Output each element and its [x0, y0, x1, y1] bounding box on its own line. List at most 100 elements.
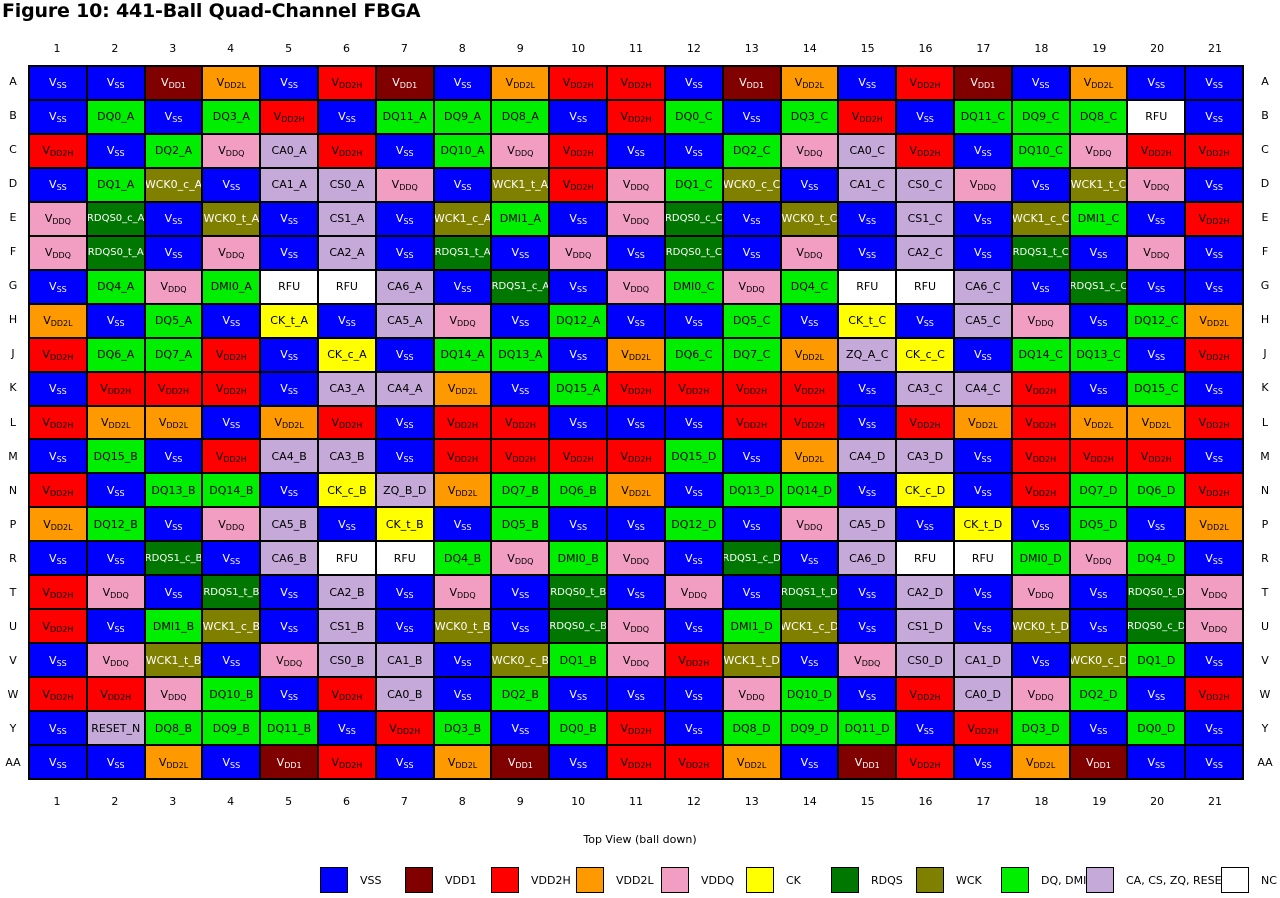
row-label-right: C — [1261, 143, 1269, 157]
ball-cell: V SS — [1011, 66, 1070, 100]
ball-cell: V DD2L — [260, 405, 319, 440]
column-label-bottom: 7 — [400, 795, 408, 808]
column-label-top: 4 — [227, 42, 235, 55]
ball-cell: DQ2_C — [722, 133, 781, 168]
row-label-left: U — [8, 619, 18, 633]
legend-item: VDD1 — [405, 866, 476, 894]
ball-cell: V DD2L — [433, 745, 492, 779]
row-label-right: B — [1261, 109, 1269, 123]
ball-cell: V DDQ — [838, 643, 897, 678]
ball-cell: V SS — [1127, 337, 1186, 372]
ball-cell: DQ10_B — [202, 677, 261, 712]
ball-cell: V DD2H — [1185, 473, 1243, 508]
ball-cell: V SS — [1069, 609, 1128, 644]
ball-cell: DMI1_D — [722, 609, 781, 644]
legend-item: CK — [746, 866, 801, 894]
ball-cell: V DD2H — [896, 745, 954, 779]
ball-cell: V DD2H — [607, 371, 665, 406]
legend-label: VSS — [360, 873, 382, 887]
ball-cell: V DD2L — [202, 66, 261, 100]
ball-cell: V SS — [549, 677, 608, 712]
ball-cell: V DD2L — [780, 439, 839, 474]
ball-cell: V DD1 — [491, 745, 550, 779]
ball-cell: DQ4_A — [86, 269, 145, 304]
ball-cell: DQ10_A — [433, 133, 492, 168]
ball-cell: V DD2L — [1069, 66, 1128, 100]
ball-cell: DQ14_C — [1011, 337, 1070, 372]
ball-cell: V DD2H — [1069, 439, 1128, 474]
ball-cell: V DDQ — [202, 235, 261, 270]
ball-cell: CA4_B — [260, 439, 319, 474]
ball-cell: V DD2H — [549, 66, 608, 100]
column-label-bottom: 21 — [1208, 795, 1223, 808]
ball-cell: V DD2H — [607, 99, 665, 134]
ball-cell: V SS — [780, 167, 839, 202]
ball-cell: DQ1_A — [86, 167, 145, 202]
ball-cell: V SS — [664, 473, 723, 508]
ball-cell: V SS — [549, 507, 608, 542]
ball-cell: V DDQ — [664, 575, 723, 610]
ball-cell: CA5_A — [375, 303, 434, 338]
ball-cell: CS0_D — [896, 643, 954, 678]
column-label-bottom: 20 — [1150, 795, 1165, 808]
ball-cell: V DD2H — [29, 405, 87, 440]
row-label-left: R — [9, 551, 17, 565]
row-label-right: G — [1260, 279, 1270, 293]
ball-cell: CA3_B — [318, 439, 376, 474]
ball-cell: WCK0_t_A — [202, 201, 261, 236]
ball-cell: DMI0_C — [664, 269, 723, 304]
ball-cell: V SS — [318, 303, 376, 338]
ball-cell: V SS — [549, 269, 608, 304]
column-label-top: 5 — [285, 42, 293, 55]
ball-cell: DQ14_B — [202, 473, 261, 508]
legend-swatch — [320, 867, 348, 893]
ball-cell: DQ7_B — [491, 473, 550, 508]
legend-item: VSS — [320, 866, 382, 894]
ball-cell: V SS — [29, 99, 87, 134]
ball-cell: V SS — [1011, 269, 1070, 304]
ball-cell: DQ12_B — [86, 507, 145, 542]
ball-cell: V DD2H — [318, 677, 376, 712]
ball-cell: RFU — [318, 541, 376, 576]
ball-cell: V DD2H — [1185, 405, 1243, 440]
ball-cell: DQ6_C — [664, 337, 723, 372]
ball-cell: V DDQ — [202, 507, 261, 542]
row-label-left: L — [9, 415, 17, 429]
ball-cell: DMI1_A — [491, 201, 550, 236]
ball-cell: RDQS0_t_B — [549, 575, 608, 610]
ball-cell: V DDQ — [607, 167, 665, 202]
row-label-right: J — [1263, 347, 1267, 361]
ball-cell: V SS — [433, 643, 492, 678]
ball-cell: RFU — [896, 541, 954, 576]
column-label-top: 20 — [1150, 42, 1165, 55]
row-label-left: Y — [9, 721, 17, 735]
ball-cell: DQ1_C — [664, 167, 723, 202]
ball-cell: V DD1 — [953, 66, 1012, 100]
ball-cell: V SS — [202, 303, 261, 338]
ball-cell: V DDQ — [1185, 609, 1243, 644]
ball-cell: V SS — [664, 133, 723, 168]
ball-cell: WCK1_c_A — [433, 201, 492, 236]
ball-cell: V DD2H — [1185, 133, 1243, 168]
column-label-bottom: 8 — [458, 795, 466, 808]
ball-cell: CS1_D — [896, 609, 954, 644]
ball-cell: V SS — [1185, 269, 1243, 304]
ball-cell: V DD2H — [86, 371, 145, 406]
ball-cell: CK_c_C — [896, 337, 954, 372]
legend-swatch — [916, 867, 944, 893]
ball-cell: V SS — [433, 269, 492, 304]
ball-cell: CA1_D — [953, 643, 1012, 678]
ball-cell: V DD2H — [1011, 439, 1070, 474]
ball-cell: V DD2L — [433, 371, 492, 406]
ball-cell: V DDQ — [780, 133, 839, 168]
ball-cell: V DD2H — [1011, 473, 1070, 508]
ball-cell: V DDQ — [144, 269, 203, 304]
ball-cell: V SS — [86, 745, 145, 779]
ball-cell: CA5_C — [953, 303, 1012, 338]
ball-cell: CA0_A — [260, 133, 319, 168]
row-label-right: R — [1261, 551, 1269, 565]
column-label-bottom: 5 — [285, 795, 293, 808]
ball-cell: CK_t_B — [375, 507, 434, 542]
ball-cell: DQ13_A — [491, 337, 550, 372]
ball-cell: V SS — [375, 235, 434, 270]
